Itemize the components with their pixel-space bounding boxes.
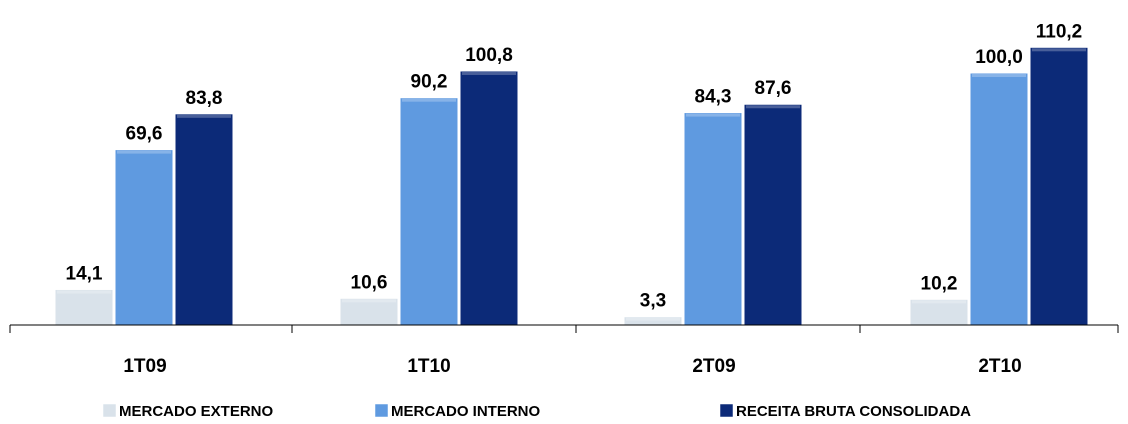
bar-highlight: [686, 113, 740, 117]
legend-label-mercado-interno: MERCADO INTERNO: [391, 403, 540, 420]
data-labels-layer: 14,1 10,6 3,3 10,2 69,6 90,2 84,3 100,0 83,8 100,…: [66, 21, 1083, 311]
legend-swatch-mercado-interno: [374, 403, 389, 418]
data-label-mercado-interno-1T09: 69,6: [126, 124, 163, 145]
legend-swatch-mercado-externo: [102, 403, 117, 418]
legend-label-mercado-externo: MERCADO EXTERNO: [119, 403, 274, 420]
legend-label-receita-bruta-consolidada: RECEITA BRUTA CONSOLIDADA: [736, 403, 971, 420]
bars-layer: [54, 46, 1089, 326]
bar-highlight: [342, 299, 396, 303]
bar-receita-bruta-consolidada-1T09: [174, 113, 234, 326]
bar-receita-bruta-consolidada-1T10: [459, 70, 519, 326]
bar-mercado-interno-2T09: [683, 112, 743, 326]
data-label-mercado-externo-1T10: 10,6: [351, 272, 388, 293]
category-label-2T09: 2T09: [692, 356, 735, 377]
bar-highlight: [57, 290, 111, 294]
data-label-mercado-externo-2T10: 10,2: [921, 273, 958, 294]
bar-highlight: [746, 105, 800, 109]
bar-receita-bruta-consolidada-2T10: [1029, 46, 1089, 326]
legend: MERCADO EXTERNO MERCADO INTERNO RECEITA BR…: [102, 403, 971, 420]
bar-mercado-interno-1T10: [399, 97, 459, 326]
legend-swatch-receita-bruta-consolidada: [719, 403, 734, 418]
bar-highlight: [972, 74, 1026, 77]
bar-mercado-externo-1T09: [54, 288, 114, 326]
bar-highlight: [177, 114, 231, 118]
data-label-mercado-externo-2T09: 3,3: [640, 291, 666, 312]
data-label-receita-bruta-consolidada-1T10: 100,8: [465, 45, 513, 66]
data-label-receita-bruta-consolidada-1T09: 83,8: [186, 88, 223, 109]
bar-mercado-externo-1T10: [339, 297, 399, 326]
data-label-mercado-interno-2T10: 100,0: [975, 47, 1023, 68]
bar-highlight: [912, 300, 966, 304]
bar-highlight: [462, 71, 516, 75]
data-label-mercado-interno-1T10: 90,2: [411, 72, 448, 93]
category-label-1T10: 1T10: [407, 356, 450, 377]
data-label-mercado-externo-1T09: 14,1: [66, 263, 103, 284]
bar-highlight: [1032, 48, 1086, 52]
category-labels: 1T09 1T10 2T09 2T10: [123, 356, 1021, 377]
bar-highlight: [402, 98, 456, 102]
bar-mercado-externo-2T10: [909, 298, 969, 326]
category-label-2T10: 2T10: [978, 356, 1021, 377]
data-label-receita-bruta-consolidada-2T09: 87,6: [755, 78, 792, 99]
bar-mercado-interno-1T09: [114, 149, 174, 326]
data-label-mercado-interno-2T09: 84,3: [695, 87, 732, 108]
bar-highlight: [626, 317, 680, 321]
bar-highlight: [117, 150, 171, 154]
category-label-1T09: 1T09: [123, 356, 166, 377]
data-label-receita-bruta-consolidada-2T10: 110,2: [1036, 21, 1083, 42]
bar-mercado-interno-2T10: [969, 72, 1029, 326]
bar-receita-bruta-consolidada-2T09: [743, 103, 803, 326]
x-axis: [9, 324, 1119, 333]
